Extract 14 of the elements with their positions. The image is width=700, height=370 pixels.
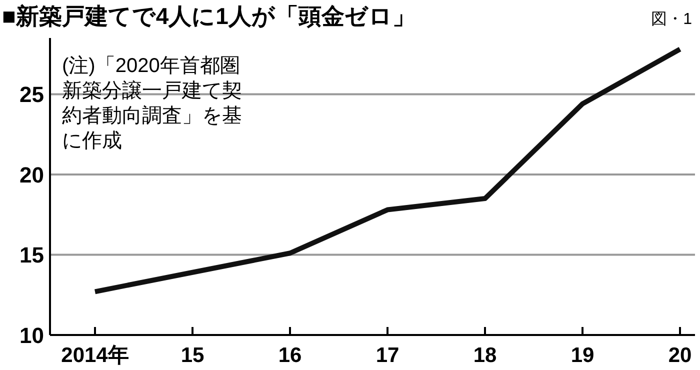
x-tick-label: 18 [473, 344, 497, 367]
x-tick-label: 15 [180, 344, 204, 367]
y-tick-label: 20 [20, 162, 44, 188]
x-tick-label: 17 [376, 344, 400, 367]
x-tick-label: 16 [278, 344, 302, 367]
chart-title: ■新築戸建てで4人に1人が「頭金ゼロ」 [2, 3, 416, 29]
x-tick-label: 2014年 [61, 344, 129, 367]
y-tick-label: 15 [20, 242, 44, 268]
y-tick-label: 25 [20, 82, 44, 108]
text: 図・1 [651, 11, 692, 28]
x-tick-label: 20 [668, 344, 692, 367]
annotation: (注)「2020年首都圏新築分譲一戸建て契約者動向調査」を基に作成 [62, 55, 242, 152]
x-tick-label: 19 [570, 344, 594, 367]
y-tick-label: 10 [20, 323, 44, 348]
